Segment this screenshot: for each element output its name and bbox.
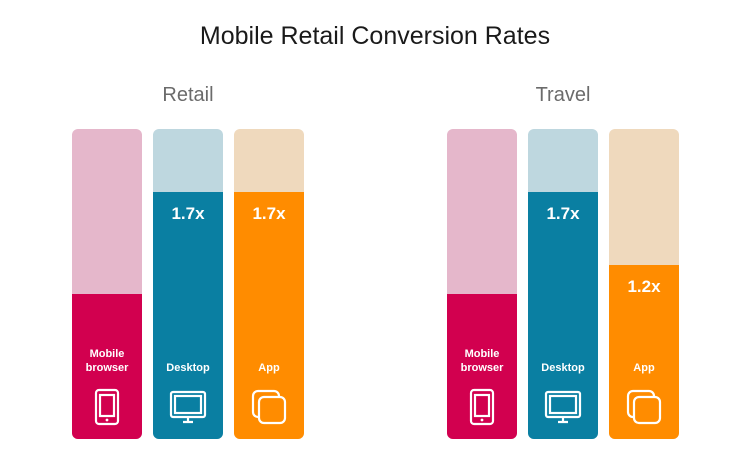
bar-retail-app: 1.7x App bbox=[234, 129, 304, 439]
chart-title: Mobile Retail Conversion Rates bbox=[199, 22, 551, 50]
bar-fill bbox=[153, 192, 223, 439]
bar-travel-app: 1.2x App bbox=[609, 129, 679, 439]
bar-retail-desktop: 1.7x Desktop bbox=[153, 129, 223, 439]
bar-travel-desktop: 1.7x Desktop bbox=[528, 129, 598, 439]
category-label: Desktop bbox=[541, 362, 585, 374]
category-label: App bbox=[633, 362, 655, 374]
app-windows-icon bbox=[624, 387, 664, 427]
category-label: Mobile browser bbox=[85, 348, 129, 374]
category-label: Desktop bbox=[166, 362, 210, 374]
app-windows-icon bbox=[249, 387, 289, 427]
bar-value-label: 1.2x bbox=[627, 277, 661, 296]
bar-value-label: 1.7x bbox=[252, 204, 286, 223]
bar-value-label: 1.7x bbox=[546, 204, 580, 223]
bar-travel-mobile-browser: Mobile browser bbox=[447, 129, 517, 439]
bar-fill bbox=[72, 294, 142, 439]
monitor-icon bbox=[168, 387, 208, 427]
monitor-icon bbox=[543, 387, 583, 427]
bar-fill bbox=[447, 294, 517, 439]
group-label-retail: Retail bbox=[162, 84, 214, 106]
bar-value-label: 1.7x bbox=[171, 204, 205, 223]
category-label: App bbox=[258, 362, 280, 374]
bar-fill bbox=[528, 192, 598, 439]
tablet-icon bbox=[87, 387, 127, 427]
bar-retail-mobile-browser: Mobile browser bbox=[72, 129, 142, 439]
tablet-icon bbox=[462, 387, 502, 427]
category-label: Mobile browser bbox=[460, 348, 504, 374]
group-label-travel: Travel bbox=[535, 84, 591, 106]
